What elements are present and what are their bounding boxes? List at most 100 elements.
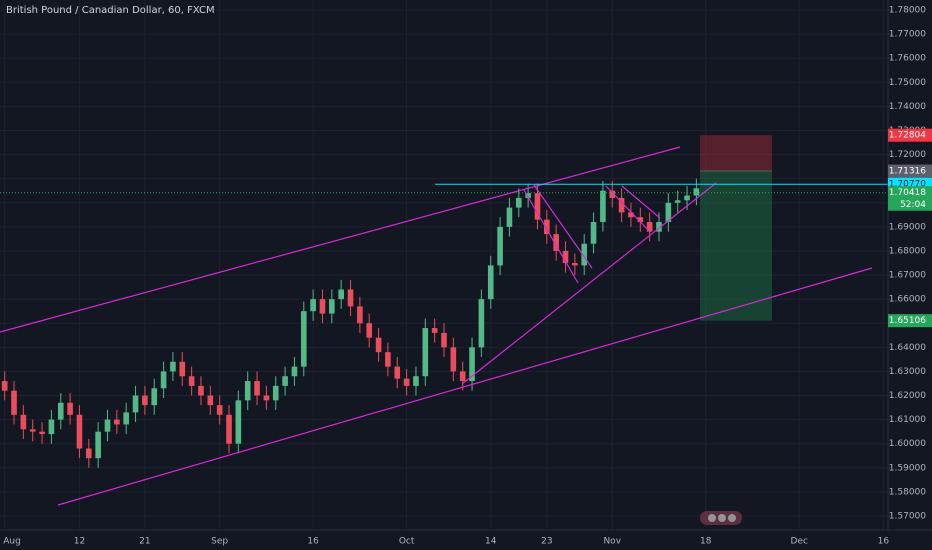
price-marker: [888, 314, 932, 328]
candle-body: [216, 405, 223, 415]
candle-body: [170, 361, 176, 372]
candle-body: [562, 250, 569, 263]
y-tick-label: 1.66000: [889, 295, 926, 305]
candle-body: [693, 188, 700, 196]
price-marker-label: 1.72804: [889, 131, 926, 141]
candle-body: [39, 431, 45, 435]
candle-body: [413, 376, 419, 386]
candle-body: [1, 381, 8, 391]
y-tick-label: 1.63000: [889, 367, 926, 377]
candle-body: [338, 289, 344, 300]
y-tick-label: 1.58000: [889, 487, 926, 497]
candle-body: [300, 311, 307, 367]
position-box: [700, 135, 772, 321]
candle-body: [572, 263, 578, 266]
x-tick-label: 14: [485, 537, 497, 547]
candle-body: [347, 289, 354, 307]
candle-body: [656, 222, 662, 232]
flag-line: [533, 184, 593, 269]
y-tick-label: 1.68000: [889, 246, 926, 256]
chart-title: British Pound / Canadian Dollar, 60, FXC…: [6, 5, 215, 16]
candle-body: [422, 328, 429, 377]
candle-body: [179, 361, 186, 377]
candle-body: [160, 371, 167, 389]
y-tick-label: 1.69000: [889, 222, 926, 232]
candle-body: [581, 243, 588, 266]
candle-body: [188, 376, 195, 386]
axes: 1.57000 1.58000 1.59000 1.60000 1.61000 1.620…: [3, 6, 932, 547]
watermark: [700, 511, 742, 525]
candle-body: [291, 366, 298, 377]
price-marker: [888, 128, 932, 142]
y-tick-label: 1.72000: [889, 150, 926, 160]
price-marker-label: 1.65106: [889, 316, 926, 326]
candle-body: [319, 299, 326, 314]
logo: [718, 514, 726, 522]
candle-body: [235, 400, 242, 444]
y-tick-label: 1.60000: [889, 439, 926, 449]
price-marker-label: 1.70770: [889, 180, 926, 190]
candle-body: [385, 352, 391, 367]
candle-body: [684, 195, 690, 201]
candle-body: [226, 414, 232, 444]
x-tick-label: 16: [878, 537, 890, 547]
price-marker-label: 1.70418: [889, 188, 926, 198]
countdown: 52:04: [900, 200, 926, 210]
levels: [0, 183, 888, 194]
y-tick-label: 1.62000: [889, 391, 926, 401]
candle-body: [114, 419, 120, 425]
candle-body: [469, 347, 475, 382]
candle-body: [142, 395, 148, 406]
candle-body: [544, 219, 550, 235]
trend-support: [461, 182, 717, 385]
candle-body: [85, 448, 92, 459]
y-tick-label: 1.77000: [889, 30, 926, 40]
candle-body: [310, 299, 316, 312]
candle-body: [600, 190, 606, 223]
candle-body: [506, 207, 513, 227]
channel-lower: [57, 267, 873, 506]
logo: [708, 514, 716, 522]
candle-body: [674, 200, 681, 203]
flag-line: [523, 189, 579, 284]
x-tick-label: Sep: [211, 537, 228, 547]
y-tick-label: 1.74000: [889, 102, 926, 112]
x-tick-label: Dec: [790, 537, 807, 547]
candle-body: [48, 419, 55, 435]
price-marker: [888, 164, 932, 178]
x-tick-label: 16: [307, 537, 319, 547]
candle-body: [29, 429, 36, 432]
candle-body: [478, 299, 485, 348]
candle-body: [637, 217, 644, 223]
y-tick-label: 1.76000: [889, 54, 926, 64]
candle-body: [123, 412, 129, 425]
candle-body: [263, 395, 270, 401]
candle-body: [198, 385, 204, 396]
candle-body: [459, 371, 466, 382]
candle-body: [487, 265, 494, 300]
x-tick-label: 23: [541, 537, 552, 547]
candle-body: [515, 197, 522, 208]
candle-body: [553, 234, 559, 251]
candle-body: [207, 395, 214, 406]
candle-body: [431, 328, 438, 333]
channel-upper: [0, 146, 681, 333]
candle-body: [254, 381, 260, 396]
candle-body: [375, 337, 382, 353]
y-tick-label: 1.78000: [889, 6, 926, 16]
candles: [1, 178, 700, 468]
candle-body: [244, 381, 251, 401]
candle-body: [525, 193, 531, 198]
candle-body: [394, 366, 401, 379]
candle-body: [20, 414, 27, 430]
x-tick-label: Oct: [399, 537, 415, 547]
candle-body: [57, 402, 64, 420]
candle-body: [450, 347, 457, 372]
candle-body: [665, 202, 672, 223]
candle-body: [497, 226, 503, 266]
countdown-box: [888, 198, 932, 211]
x-tick-label: 21: [139, 537, 150, 547]
candle-body: [618, 197, 625, 213]
flag-line: [621, 185, 661, 219]
